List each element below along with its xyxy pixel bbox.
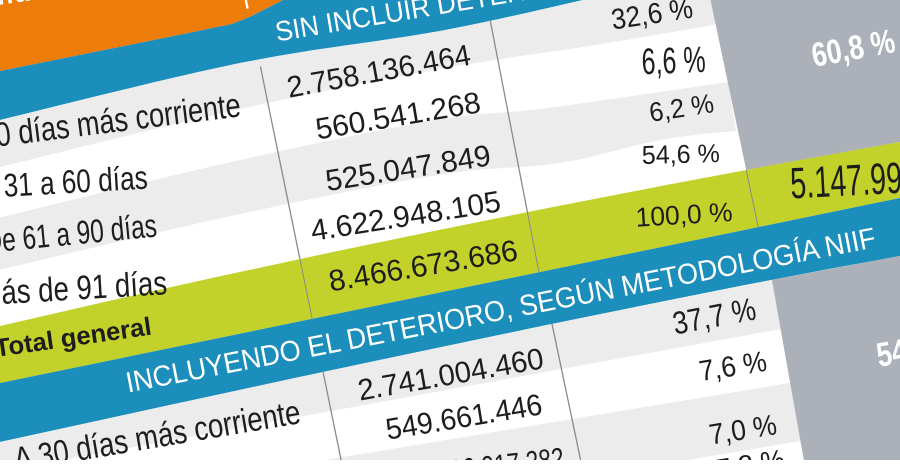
svg-text:5.147.99: 5.147.99 [789, 154, 900, 209]
svg-text:6,6 %: 6,6 % [641, 39, 706, 82]
svg-text:100,0 %: 100,0 % [635, 197, 734, 233]
svg-text:54,6 %: 54,6 % [641, 138, 720, 170]
